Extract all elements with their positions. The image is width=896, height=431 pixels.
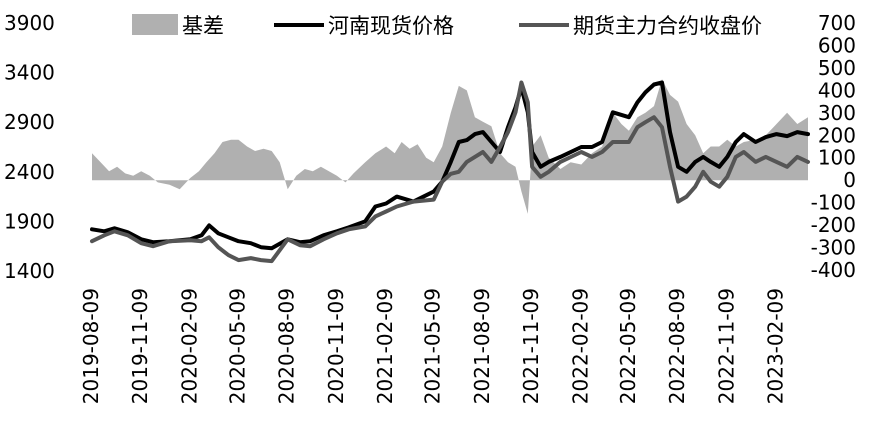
y-right-tick-label: -400 [811,258,856,282]
x-tick-label: 2021-11-09 [519,288,543,404]
y-right-tick-label: -200 [811,213,856,237]
x-tick-label: 2021-02-09 [373,288,397,404]
x-tick-label: 2020-05-09 [226,288,250,404]
legend-label: 河南现货价格 [328,14,454,38]
y-left-tick-label: 2400 [4,160,55,184]
y-right-tick-label: 300 [818,101,856,125]
y-right-tick-label: 100 [818,146,856,170]
x-tick-label: 2019-08-09 [79,288,103,404]
y-right-tick-label: -100 [811,191,856,215]
x-tick-label: 2021-05-09 [421,288,445,404]
x-tick-label: 2022-08-09 [665,288,689,404]
legend-label: 期货主力合约收盘价 [573,14,762,38]
series-spot-price-line [90,80,810,251]
y-right-tick-label: 500 [818,56,856,80]
x-tick-label: 2022-05-09 [616,288,640,404]
plot-area [90,79,810,264]
y-left-tick-label: 1900 [4,209,55,233]
legend-item: 期货主力合约收盘价 [519,14,762,38]
series-basis-area [92,79,808,214]
x-tick-label: 2019-11-09 [128,288,152,404]
x-tick-label: 2022-02-09 [568,288,592,404]
x-tick-label: 2022-11-09 [714,288,738,404]
series-futures-price-line [90,80,810,264]
left-axis: 1400 1900 2400 2900 3400 3900 [4,11,55,283]
y-right-tick-label: 400 [818,78,856,102]
x-tick-label: 2020-08-09 [275,288,299,404]
legend-swatch [132,14,178,35]
y-right-tick-label: 700 [818,11,856,35]
legend-item: 河南现货价格 [274,14,454,38]
y-left-tick-label: 3900 [4,11,55,35]
x-tick-label: 2020-02-09 [177,288,201,404]
legend: 基差 河南现货价格 期货主力合约收盘价 [132,14,762,38]
y-left-tick-label: 2900 [4,110,55,134]
legend-label: 基差 [182,14,224,38]
x-tick-label: 2023-02-09 [763,288,787,404]
x-axis: 2019-08-09 2019-11-09 2020-02-09 2020-05-09… [79,288,787,404]
y-right-tick-label: 600 [818,33,856,57]
y-right-tick-label: -300 [811,236,856,260]
legend-item: 基差 [132,14,224,38]
y-left-tick-label: 3400 [4,61,55,85]
x-tick-label: 2021-08-09 [470,288,494,404]
x-tick-label: 2020-11-09 [324,288,348,404]
y-right-tick-label: 0 [843,168,856,192]
y-right-tick-label: 200 [818,123,856,147]
y-left-tick-label: 1400 [4,259,55,283]
